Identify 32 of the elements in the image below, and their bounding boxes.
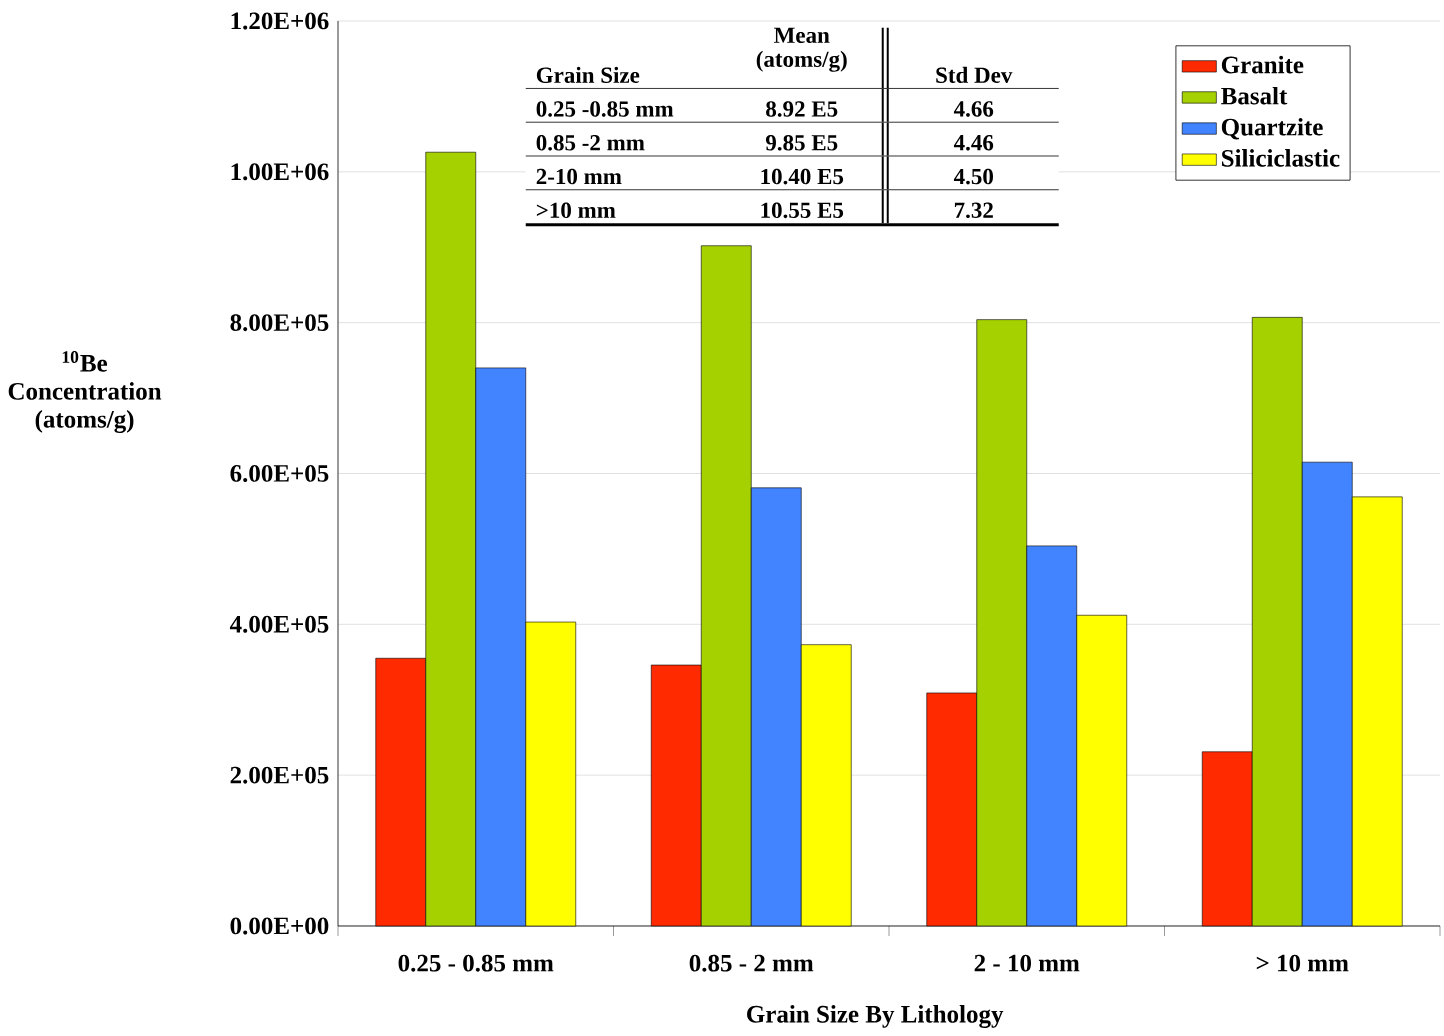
y-axis-title: $^{10}$Be Concentration (atoms/g) — [8, 351, 162, 433]
annotation: 10.40 E5 — [761, 168, 844, 185]
annotation: 2-10 mm — [536, 168, 622, 185]
x-tick-label: 0.85 - 2 mm — [689, 954, 814, 972]
annotation: >10 mm — [536, 202, 616, 219]
annotation: Std Dev — [936, 66, 1013, 83]
x-tick-label: 0.25 - 0.85 mm — [398, 954, 554, 972]
y-tick-label: 0.00E+00 — [230, 917, 329, 935]
legend-label: Granite — [1221, 55, 1304, 74]
annotation: 10.55 E5 — [761, 202, 844, 219]
annotation: 7.32 — [954, 202, 993, 219]
legend-label: Basalt — [1221, 86, 1288, 105]
y-tick-label: 1.20E+06 — [231, 12, 329, 30]
annotation: Mean (atoms/g) — [756, 27, 847, 72]
annotation: Grain Size — [536, 66, 640, 83]
annotation: 0.25 -0.85 mm — [536, 101, 674, 117]
annotation: 0.85 -2 mm — [536, 135, 645, 151]
annotation: 8.92 E5 — [766, 101, 838, 117]
legend-label: Quartzite — [1221, 118, 1323, 140]
annotation: 4.46 — [953, 135, 994, 151]
y-tick-label: 2.00E+05 — [230, 766, 329, 784]
y-tick-label: 1.00E+06 — [231, 163, 329, 181]
y-tick-label: 8.00E+05 — [230, 314, 329, 332]
annotation: 9.85 E5 — [765, 135, 838, 151]
y-tick-label: 6.00E+05 — [230, 464, 329, 482]
x-tick-label: > 10 mm — [1256, 954, 1349, 972]
annotation: 4.66 — [953, 101, 994, 117]
annotation: 4.50 — [953, 168, 993, 185]
x-axis-title: Grain Size By Lithology — [747, 1005, 1004, 1028]
legend-label: Siliciclastic — [1221, 149, 1340, 167]
x-tick-label: 2 - 10 mm — [974, 954, 1080, 972]
y-tick-label: 4.00E+05 — [229, 615, 329, 633]
